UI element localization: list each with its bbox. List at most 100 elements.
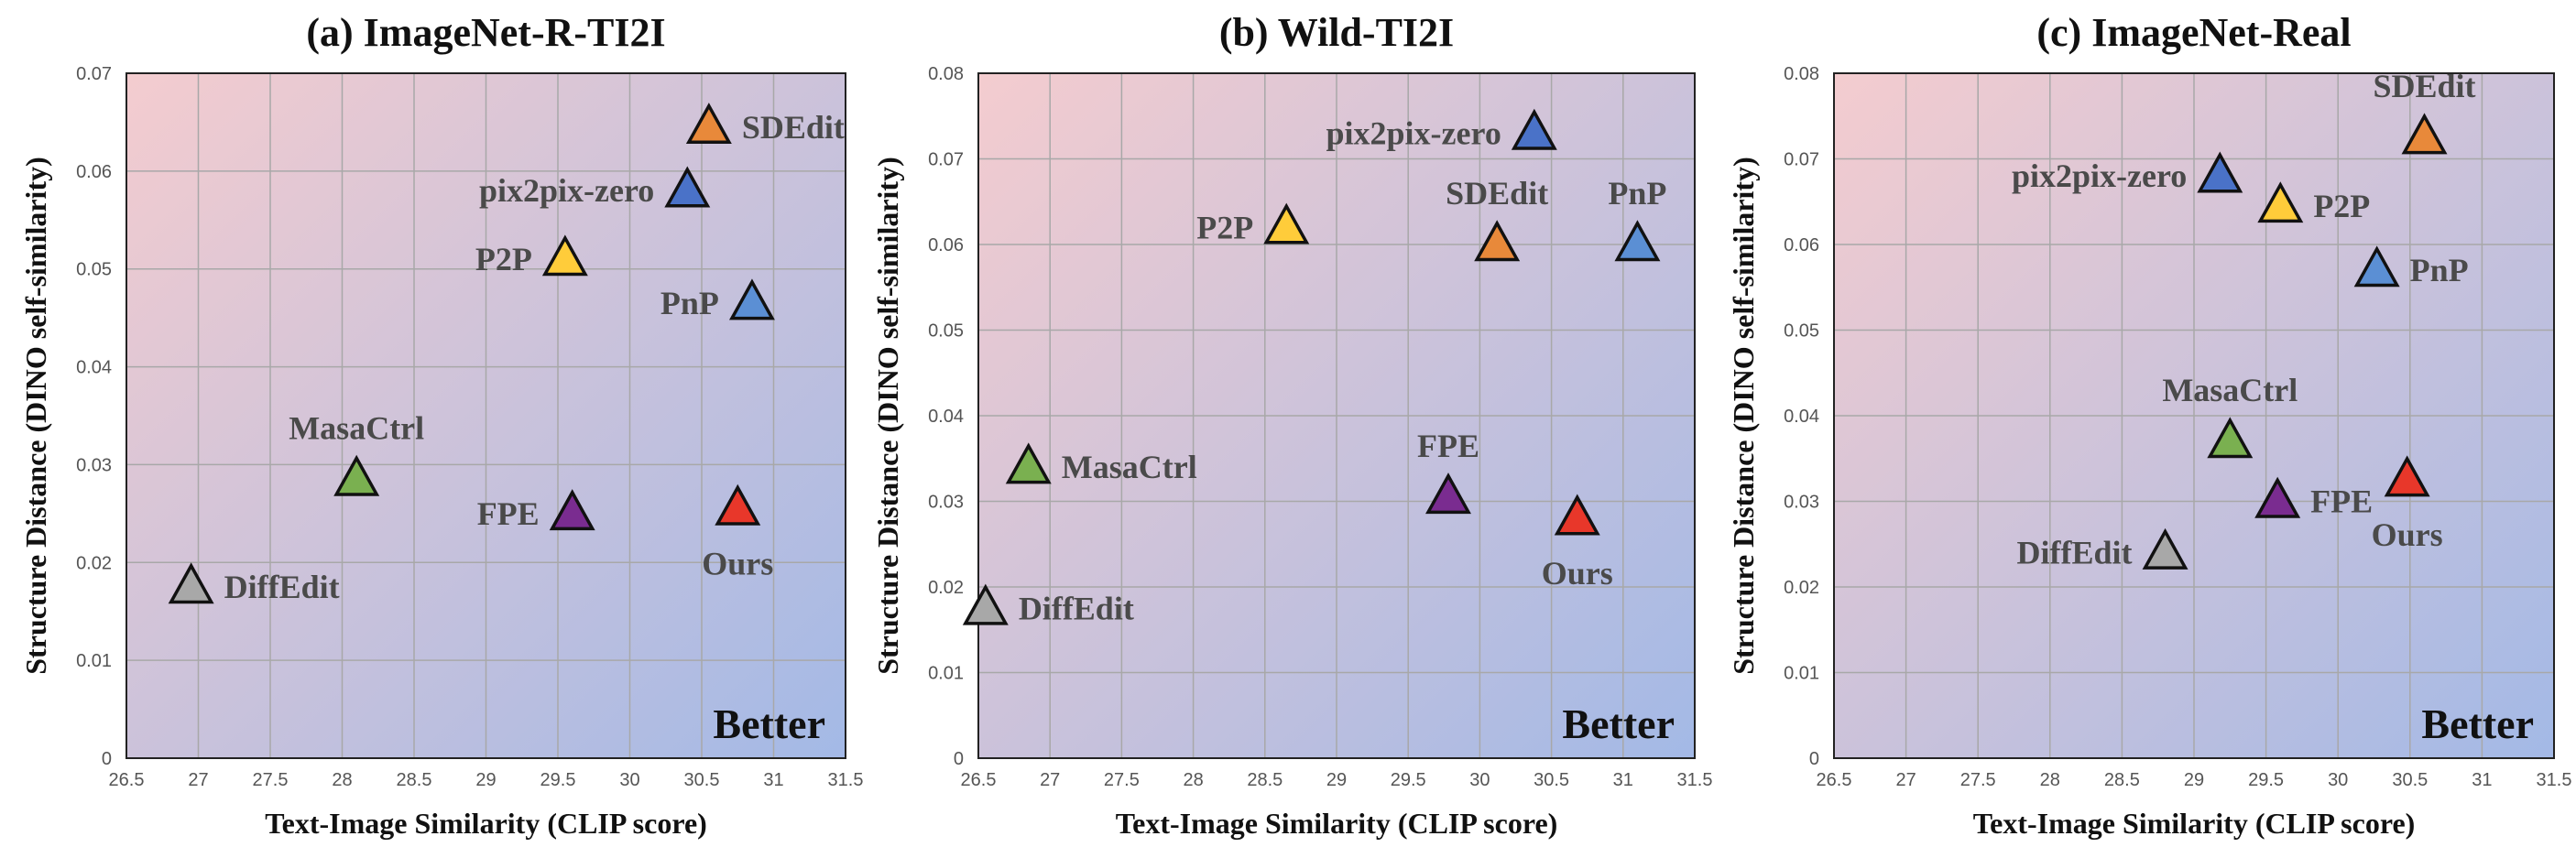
y-tick-label: 0.01: [1784, 664, 1819, 684]
point-label: DiffEdit: [224, 569, 340, 605]
y-tick-label: 0.05: [928, 321, 964, 342]
plot-frame: [977, 72, 1696, 759]
x-tick-label: 27: [1040, 770, 1060, 790]
y-tick-label: 0.07: [76, 64, 112, 84]
data-point-sdedit: [685, 103, 732, 145]
data-point-pix2pix-zero: [664, 166, 711, 208]
point-label: Ours: [702, 546, 773, 582]
data-point-diffedit: [168, 562, 214, 604]
data-point-masactrl: [1005, 442, 1052, 484]
point-label: pix2pix-zero: [2012, 157, 2187, 194]
data-point-pnp: [1614, 220, 1661, 262]
point-label: pix2pix-zero: [1326, 114, 1501, 151]
x-tick-label: 28.5: [397, 770, 432, 790]
y-tick-label: 0.04: [1784, 407, 1819, 427]
point-label: Ours: [1542, 555, 1613, 592]
x-tick-label: 29: [2184, 770, 2204, 790]
x-tick-label: 26.5: [961, 770, 997, 790]
data-point-masactrl: [333, 454, 380, 496]
point-label: MasaCtrl: [289, 409, 424, 446]
chart-panel-2: 26.5 27 27.5 28 28.5 29 29.5 30 30.5 31 31.5 0 0.01 0…: [871, 10, 1712, 840]
x-tick-label: 27.5: [1960, 770, 1996, 790]
x-tick-label: 31.5: [828, 770, 864, 790]
data-point-masactrl: [2207, 417, 2254, 459]
point-label: SDEdit: [1446, 175, 1548, 212]
y-tick-label: 0.03: [928, 493, 964, 513]
better-annotation: Better: [1562, 700, 1675, 747]
point-label: PnP: [1608, 175, 1666, 212]
x-tick-label: 29.5: [2248, 770, 2284, 790]
y-tick-label: 0.06: [76, 162, 112, 182]
chart-title: (a) ImageNet-R-TI2I: [306, 10, 665, 55]
x-tick-label: 26.5: [109, 770, 145, 790]
point-label: FPE: [1417, 428, 1479, 464]
point-label: Ours: [2372, 516, 2443, 553]
plot-frame: [126, 72, 846, 759]
y-tick-label: 0.06: [1784, 235, 1819, 255]
data-point-diffedit: [2142, 527, 2189, 570]
y-tick-label: 0.07: [928, 150, 964, 170]
data-point-pix2pix-zero: [2197, 151, 2243, 193]
point-label: FPE: [2310, 483, 2373, 520]
better-annotation: Better: [713, 700, 825, 747]
y-tick-label: 0: [954, 749, 964, 769]
x-tick-label: 29: [475, 770, 496, 790]
point-label: PnP: [2410, 252, 2469, 288]
x-tick-label: 31: [1613, 770, 1633, 790]
data-point-sdedit: [2401, 113, 2448, 155]
y-axis-label: Structure Distance (DINO self-similarity…: [1727, 157, 1760, 675]
plot-frame: [1833, 72, 2555, 759]
data-point-diffedit: [962, 583, 1009, 625]
y-tick-label: 0.03: [1784, 493, 1819, 513]
point-label: MasaCtrl: [2162, 372, 2298, 408]
y-tick-label: 0.02: [1784, 578, 1819, 598]
data-point-fpe: [2254, 476, 2301, 518]
y-tick-label: 0: [102, 749, 112, 769]
x-tick-label: 31.5: [2537, 770, 2572, 790]
data-point-p2p: [2257, 181, 2304, 223]
x-tick-label: 27: [1895, 770, 1916, 790]
chart-panel-3: 26.5 27 27.5 28 28.5 29 29.5 30 30.5 31 31.5 0 0.01 0…: [1727, 10, 2571, 840]
data-point-pnp: [728, 278, 775, 320]
data-point-ours: [715, 483, 761, 526]
x-tick-label: 30.5: [684, 770, 720, 790]
y-tick-label: 0.01: [76, 651, 112, 671]
x-tick-label: 30.5: [1534, 770, 1569, 790]
x-tick-label: 31: [2472, 770, 2492, 790]
x-tick-label: 31: [763, 770, 783, 790]
x-axis-label: Text-Image Similarity (CLIP score): [1116, 807, 1558, 840]
data-point-pix2pix-zero: [1511, 108, 1557, 150]
x-tick-label: 30: [1469, 770, 1490, 790]
point-label: P2P: [2313, 188, 2370, 224]
x-tick-label: 29.5: [540, 770, 576, 790]
y-tick-label: 0: [1809, 749, 1819, 769]
x-tick-label: 27.5: [253, 770, 289, 790]
y-axis-label: Structure Distance (DINO self-similarity…: [19, 157, 52, 675]
chart-title: (c) ImageNet-Real: [2036, 10, 2351, 55]
point-label: P2P: [475, 241, 532, 277]
point-label: FPE: [477, 495, 540, 532]
y-axis-label: Structure Distance (DINO self-similarity…: [871, 157, 904, 675]
x-tick-label: 30.5: [2392, 770, 2428, 790]
point-label: MasaCtrl: [1062, 449, 1197, 485]
x-tick-label: 31.5: [1677, 770, 1713, 790]
x-tick-label: 28: [1183, 770, 1203, 790]
y-tick-label: 0.08: [1784, 64, 1819, 84]
y-tick-label: 0.02: [928, 578, 964, 598]
x-axis-label: Text-Image Similarity (CLIP score): [1973, 807, 2416, 840]
y-tick-label: 0.01: [928, 664, 964, 684]
better-annotation: Better: [2421, 700, 2534, 747]
data-point-sdedit: [1474, 220, 1521, 262]
y-tick-label: 0.08: [928, 64, 964, 84]
data-point-fpe: [1425, 472, 1471, 515]
data-point-pnp: [2353, 245, 2400, 288]
data-point-p2p: [541, 234, 588, 277]
x-tick-label: 30: [2328, 770, 2348, 790]
point-label: SDEdit: [742, 109, 845, 146]
point-label: pix2pix-zero: [479, 172, 654, 209]
data-point-ours: [1554, 494, 1600, 536]
x-tick-label: 28.5: [2104, 770, 2140, 790]
x-tick-label: 26.5: [1817, 770, 1852, 790]
